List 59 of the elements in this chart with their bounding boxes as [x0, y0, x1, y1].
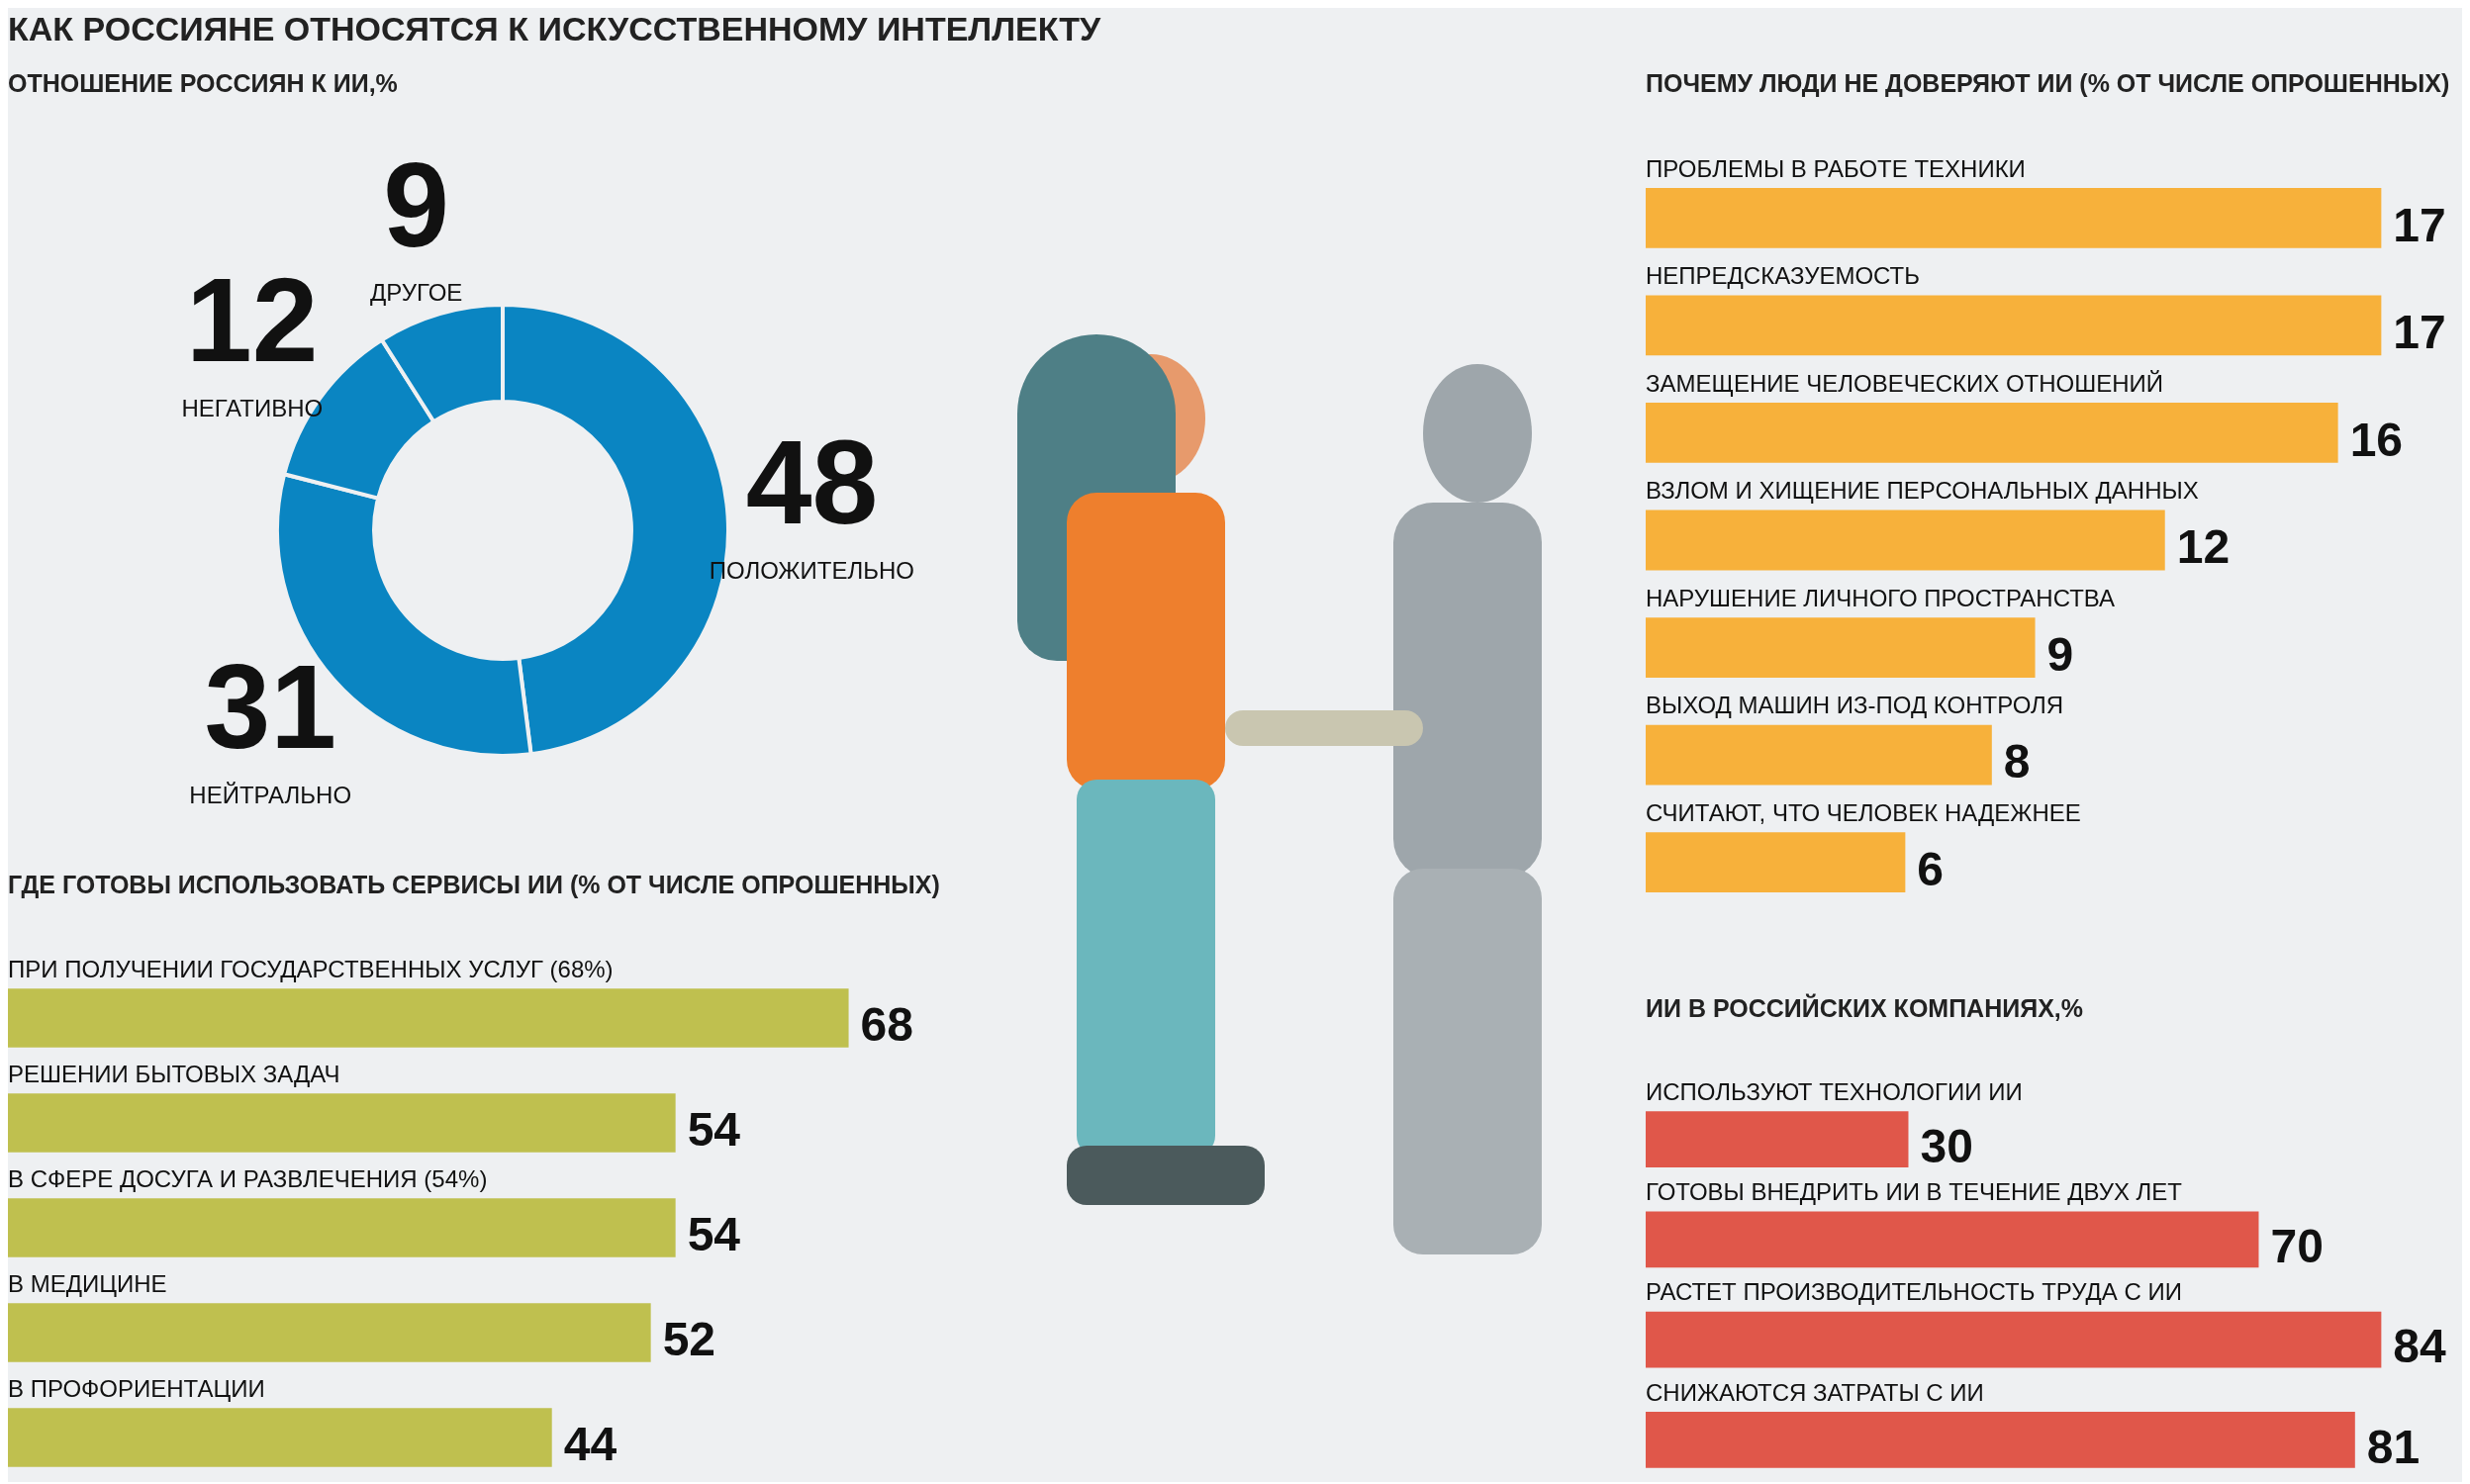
bar	[1646, 617, 2036, 678]
bar	[8, 1093, 676, 1153]
data-label: 6	[1917, 842, 1945, 895]
y-tick-label: В МЕДИЦИНЕ	[8, 1269, 167, 1297]
y-tick-label: ВЫХОД МАШИН ИЗ-ПОД КОНТРОЛЯ	[1646, 692, 2064, 719]
bar	[8, 1408, 552, 1467]
bar	[1646, 1412, 2355, 1468]
y-tick-label: НАРУШЕНИЕ ЛИЧНОГО ПРОСТРАНСТВА	[1646, 584, 2116, 611]
bar	[1646, 295, 2382, 356]
data-label: 30	[1920, 1119, 1973, 1172]
y-tick-label: ПРОБЛЕМЫ В РАБОТЕ ТЕХНИКИ	[1646, 154, 2026, 182]
data-label: 68	[860, 998, 913, 1052]
data-label: 9	[2046, 627, 2074, 681]
chart-title: ОТНОШЕНИЕ РОССИЯН К ИИ,%	[8, 67, 402, 125]
bar	[1646, 187, 2382, 248]
y-tick-label: НЕПРЕДСКАЗУЕМОСТЬ	[1646, 262, 1920, 290]
y-tick-label: В ПРОФОРИЕНТАЦИИ	[8, 1374, 265, 1402]
y-tick-label: ЗАМЕЩЕНИЕ ЧЕЛОВЕЧЕСКИХ ОТНОШЕНИЙ	[1646, 369, 2164, 397]
bar	[8, 988, 849, 1048]
bar	[8, 1303, 651, 1362]
bar	[1646, 1311, 2382, 1368]
bar	[1646, 832, 1906, 893]
bar	[1646, 1211, 2259, 1268]
chart-title: ГДЕ ГОТОВЫ ИСПОЛЬЗОВАТЬ СЕРВИСЫ ИИ (% ОТ ЧИСЛЕ ОПРОШЕННЫХ)	[8, 869, 944, 926]
data-label: 48	[745, 416, 879, 549]
data-label: 81	[2366, 1420, 2421, 1473]
chart-title: ИИ В РОССИЙСКИХ КОМПАНИЯХ,%	[1646, 992, 2088, 1050]
y-tick-label: ВЗЛОМ И ХИЩЕНИЕ ПЕРСОНАЛЬНЫХ ДАННЫХ	[1646, 477, 2199, 505]
y-tick-label: ГОТОВЫ ВНЕДРИТЬ ИИ В ТЕЧЕНИЕ ДВУХ ЛЕТ	[1646, 1178, 2183, 1206]
data-label: 44	[563, 1418, 618, 1471]
y-tick-label: РЕШЕНИИ БЫТОВЫХ ЗАДАЧ	[8, 1060, 340, 1087]
y-tick-label: РАСТЕТ ПРОИЗВОДИТЕЛЬНОСТЬ ТРУДА С ИИ	[1646, 1278, 2182, 1306]
bar	[1646, 403, 2338, 463]
data-label: 54	[687, 1208, 741, 1261]
data-label: 31	[204, 640, 336, 774]
chart-title: ПОЧЕМУ ЛЮДИ НЕ ДОВЕРЯЮТ ИИ (% ОТ ЧИСЛЕ ОПРОШЕННЫХ)	[1646, 67, 2454, 125]
data-label: 12	[2176, 520, 2231, 574]
data-label: 84	[2393, 1320, 2447, 1373]
data-label: 8	[2003, 735, 2031, 788]
data-label: 54	[687, 1103, 741, 1157]
data-label: 12	[186, 253, 319, 387]
y-tick-label: ПРИ ПОЛУЧЕНИИ ГОСУДАРСТВЕННЫХ УСЛУГ (68%)	[8, 955, 614, 982]
bar	[1646, 1111, 1909, 1167]
bar	[1646, 724, 1992, 786]
data-label: 17	[2393, 306, 2446, 359]
slice-label: ДРУГОЕ	[370, 279, 463, 307]
data-label: 70	[2270, 1220, 2324, 1273]
text: КАК РОССИЯНЕ ОТНОСЯТСЯ К ИСКУССТВЕННОМУ ИНТЕЛЛЕКТУ	[8, 8, 1105, 55]
data-label: 16	[2349, 413, 2404, 466]
y-tick-label: В СФЕРЕ ДОСУГА И РАЗВЛЕЧЕНИЯ (54%)	[8, 1164, 488, 1192]
data-label: 9	[383, 138, 450, 271]
y-tick-label: ИСПОЛЬЗУЮТ ТЕХНОЛОГИИ ИИ	[1646, 1077, 2023, 1105]
y-tick-label: СЧИТАЮТ, ЧТО ЧЕЛОВЕК НАДЕЖНЕЕ	[1646, 798, 2081, 826]
y-tick-label: СНИЖАЮТСЯ ЗАТРАТЫ С ИИ	[1646, 1378, 1984, 1406]
slice-label: НЕЙТРАЛЬНО	[189, 781, 352, 808]
data-label: 52	[662, 1313, 716, 1366]
data-label: 17	[2393, 198, 2446, 251]
bar	[1646, 510, 2165, 571]
bar	[8, 1198, 676, 1257]
